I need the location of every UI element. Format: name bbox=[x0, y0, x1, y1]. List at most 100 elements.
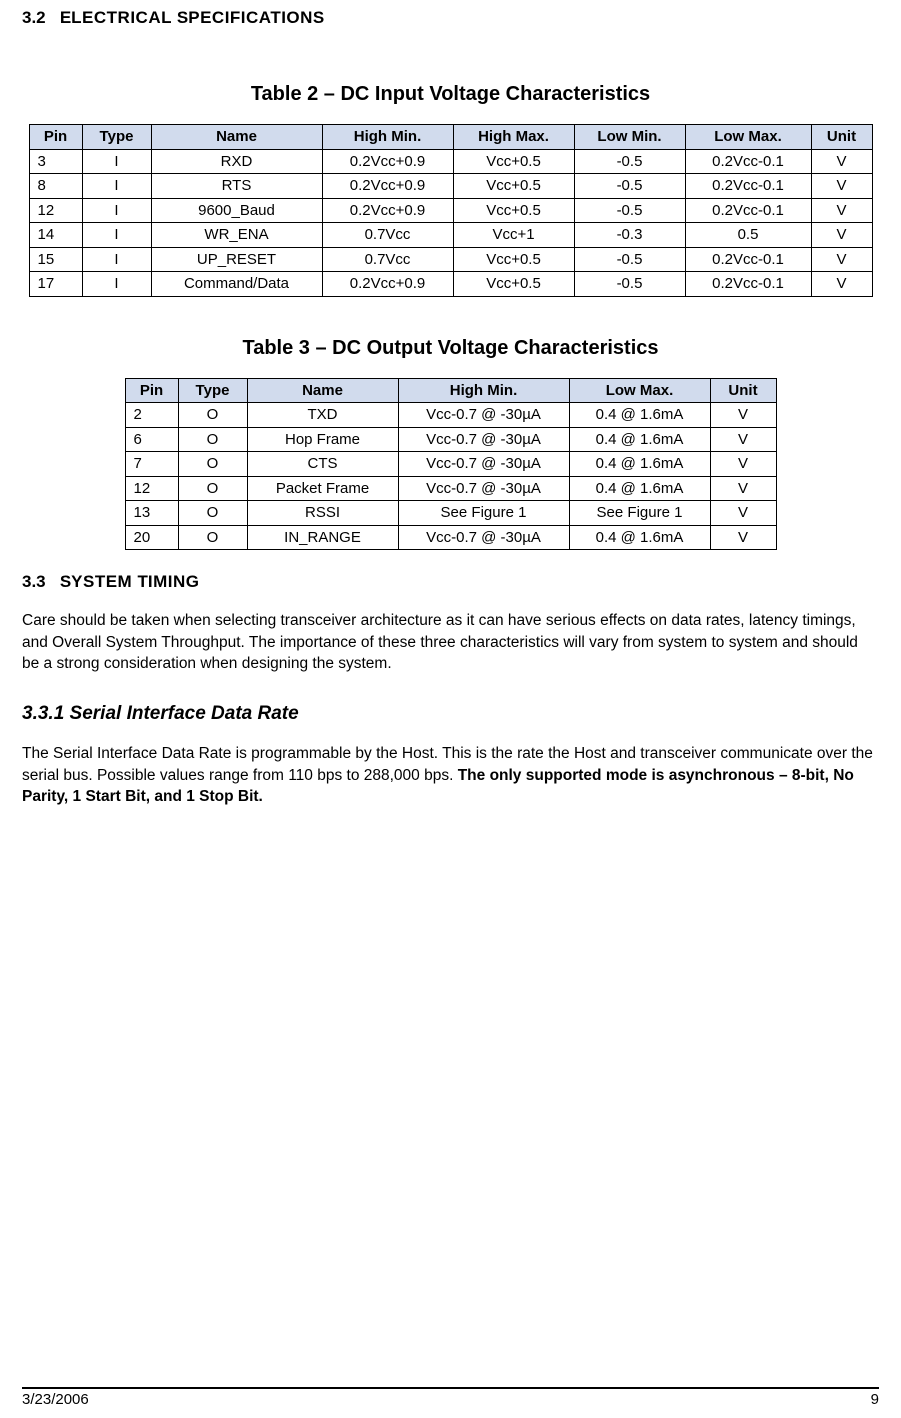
table-cell: 0.2Vcc-0.1 bbox=[685, 198, 811, 223]
table-cell: 0.2Vcc+0.9 bbox=[322, 272, 453, 297]
table-row: 8IRTS0.2Vcc+0.9Vcc+0.5-0.50.2Vcc-0.1V bbox=[29, 174, 872, 199]
heading-word1-first: S bbox=[60, 572, 71, 591]
table-cell: 13 bbox=[125, 501, 178, 526]
table-cell: 0.2Vcc+0.9 bbox=[322, 149, 453, 174]
heading-word2-first: S bbox=[177, 8, 188, 27]
table-cell: V bbox=[710, 403, 776, 428]
table-cell: Vcc-0.7 @ -30µA bbox=[398, 476, 569, 501]
table-cell: 0.2Vcc+0.9 bbox=[322, 198, 453, 223]
table-cell: 0.5 bbox=[685, 223, 811, 248]
table-cell: 20 bbox=[125, 525, 178, 550]
table-cell: I bbox=[82, 247, 151, 272]
table-cell: Vcc+0.5 bbox=[453, 149, 574, 174]
table-3-col-type: Type bbox=[178, 378, 247, 403]
table-cell: Vcc+0.5 bbox=[453, 174, 574, 199]
table-cell: Packet Frame bbox=[247, 476, 398, 501]
table-2: Pin Type Name High Min. High Max. Low Mi… bbox=[29, 124, 873, 297]
section-3-2-heading: 3.2 ELECTRICAL SPECIFICATIONS bbox=[22, 8, 879, 28]
table-cell: O bbox=[178, 501, 247, 526]
table-cell: V bbox=[811, 174, 872, 199]
table-cell: -0.5 bbox=[574, 247, 685, 272]
footer-page-number: 9 bbox=[871, 1391, 879, 1408]
table-cell: CTS bbox=[247, 452, 398, 477]
table-cell: 0.7Vcc bbox=[322, 223, 453, 248]
heading-word1-first: E bbox=[60, 8, 71, 27]
table-cell: 0.4 @ 1.6mA bbox=[569, 476, 710, 501]
table-cell: O bbox=[178, 476, 247, 501]
table-2-col-lowmax: Low Max. bbox=[685, 125, 811, 150]
section-3-3-para: Care should be taken when selecting tran… bbox=[22, 610, 879, 675]
table-cell: 0.7Vcc bbox=[322, 247, 453, 272]
table-cell: 17 bbox=[29, 272, 82, 297]
footer-date: 3/23/2006 bbox=[22, 1391, 89, 1408]
table-3-col-unit: Unit bbox=[710, 378, 776, 403]
table-2-col-highmax: High Max. bbox=[453, 125, 574, 150]
table-cell: Vcc-0.7 @ -30µA bbox=[398, 525, 569, 550]
section-3-3-heading: 3.3 SYSTEM TIMING bbox=[22, 572, 879, 592]
table-cell: O bbox=[178, 427, 247, 452]
table-cell: 12 bbox=[125, 476, 178, 501]
table-row: 12I9600_Baud0.2Vcc+0.9Vcc+0.5-0.50.2Vcc-… bbox=[29, 198, 872, 223]
table-cell: I bbox=[82, 272, 151, 297]
table-row: 20OIN_RANGEVcc-0.7 @ -30µA0.4 @ 1.6mAV bbox=[125, 525, 776, 550]
table-cell: See Figure 1 bbox=[569, 501, 710, 526]
page: 3.2 ELECTRICAL SPECIFICATIONS Table 2 – … bbox=[0, 0, 901, 1418]
table-row: 15IUP_RESET0.7VccVcc+0.5-0.50.2Vcc-0.1V bbox=[29, 247, 872, 272]
table-cell: IN_RANGE bbox=[247, 525, 398, 550]
heading-word2-rest: IMING bbox=[148, 572, 200, 591]
table-cell: O bbox=[178, 525, 247, 550]
section-number: 3.3 bbox=[22, 572, 46, 591]
page-footer: 3/23/2006 9 bbox=[22, 1387, 879, 1408]
table-2-col-unit: Unit bbox=[811, 125, 872, 150]
table-cell: TXD bbox=[247, 403, 398, 428]
table-cell: 9600_Baud bbox=[151, 198, 322, 223]
footer-row: 3/23/2006 9 bbox=[22, 1391, 879, 1408]
table-cell: 0.2Vcc-0.1 bbox=[685, 272, 811, 297]
table-cell: Vcc-0.7 @ -30µA bbox=[398, 403, 569, 428]
table-2-col-highmin: High Min. bbox=[322, 125, 453, 150]
table-row: 12OPacket FrameVcc-0.7 @ -30µA0.4 @ 1.6m… bbox=[125, 476, 776, 501]
table-cell: -0.5 bbox=[574, 272, 685, 297]
table-cell: Hop Frame bbox=[247, 427, 398, 452]
table-cell: V bbox=[811, 149, 872, 174]
table-cell: UP_RESET bbox=[151, 247, 322, 272]
table-2-col-pin: Pin bbox=[29, 125, 82, 150]
table-cell: 0.2Vcc-0.1 bbox=[685, 149, 811, 174]
table-cell: I bbox=[82, 198, 151, 223]
heading-word1-rest: LECTRICAL bbox=[71, 8, 177, 27]
table-cell: V bbox=[811, 223, 872, 248]
table-cell: Command/Data bbox=[151, 272, 322, 297]
table-2-col-name: Name bbox=[151, 125, 322, 150]
table-cell: RXD bbox=[151, 149, 322, 174]
table-3-header-row: Pin Type Name High Min. Low Max. Unit bbox=[125, 378, 776, 403]
table-2-col-lowmin: Low Min. bbox=[574, 125, 685, 150]
table-cell: V bbox=[710, 452, 776, 477]
table-cell: Vcc-0.7 @ -30µA bbox=[398, 427, 569, 452]
table-cell: -0.5 bbox=[574, 174, 685, 199]
table-cell: RSSI bbox=[247, 501, 398, 526]
table-cell: V bbox=[811, 272, 872, 297]
table-cell: V bbox=[811, 247, 872, 272]
table-cell: I bbox=[82, 149, 151, 174]
table-3: Pin Type Name High Min. Low Max. Unit 2O… bbox=[125, 378, 777, 551]
table-cell: 8 bbox=[29, 174, 82, 199]
table-cell: WR_ENA bbox=[151, 223, 322, 248]
table-cell: O bbox=[178, 452, 247, 477]
table-cell: O bbox=[178, 403, 247, 428]
table-cell: V bbox=[710, 476, 776, 501]
table-cell: 3 bbox=[29, 149, 82, 174]
table-cell: 2 bbox=[125, 403, 178, 428]
table-3-col-lowmax: Low Max. bbox=[569, 378, 710, 403]
table-cell: -0.5 bbox=[574, 149, 685, 174]
table-cell: V bbox=[710, 427, 776, 452]
table-3-col-highmin: High Min. bbox=[398, 378, 569, 403]
table-2-col-type: Type bbox=[82, 125, 151, 150]
table-row: 17ICommand/Data0.2Vcc+0.9Vcc+0.5-0.50.2V… bbox=[29, 272, 872, 297]
table-2-header-row: Pin Type Name High Min. High Max. Low Mi… bbox=[29, 125, 872, 150]
table-row: 3IRXD0.2Vcc+0.9Vcc+0.5-0.50.2Vcc-0.1V bbox=[29, 149, 872, 174]
table-row: 7OCTSVcc-0.7 @ -30µA0.4 @ 1.6mAV bbox=[125, 452, 776, 477]
heading-word2-rest: PECIFICATIONS bbox=[188, 8, 325, 27]
table-cell: 12 bbox=[29, 198, 82, 223]
table-cell: Vcc+0.5 bbox=[453, 247, 574, 272]
table-cell: V bbox=[811, 198, 872, 223]
